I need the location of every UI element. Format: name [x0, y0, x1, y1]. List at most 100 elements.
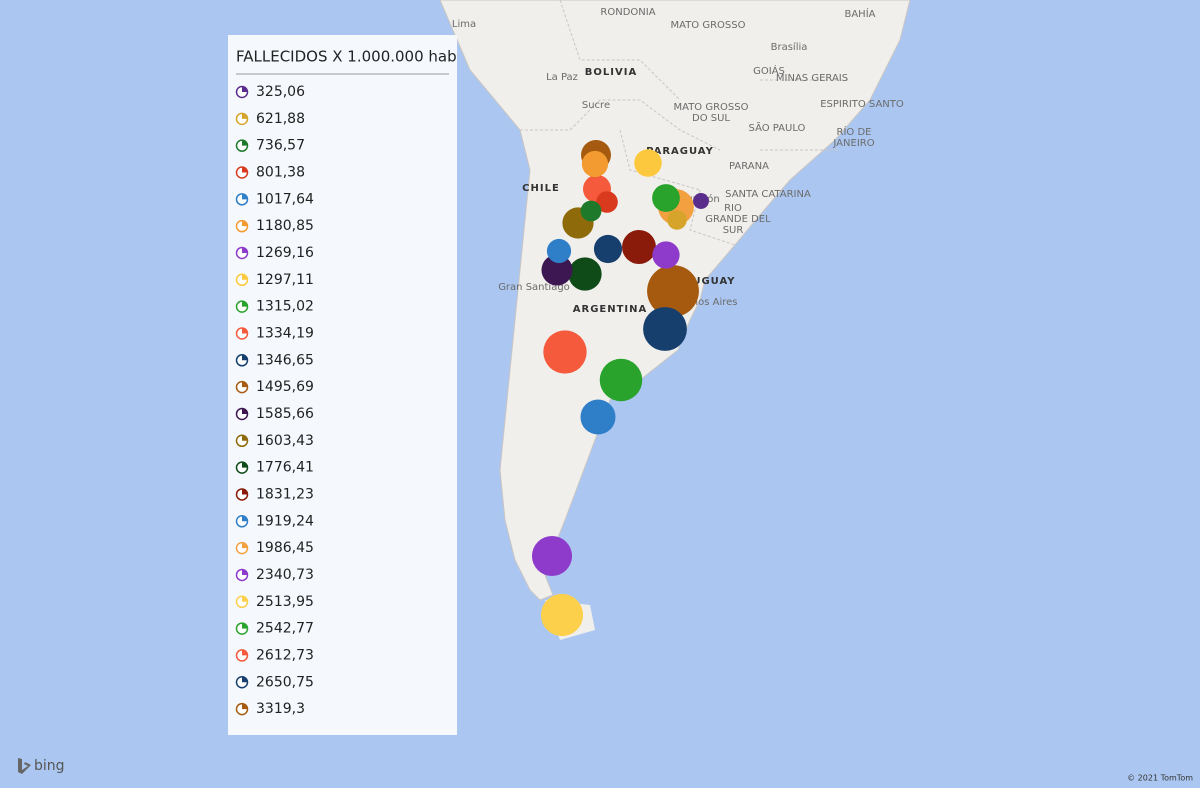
legend-icon-slice [242, 166, 248, 173]
legend-icon-slice [242, 381, 248, 388]
bubble [693, 193, 709, 209]
place-label: RONDONIA [600, 7, 655, 18]
place-label: CHILE [522, 183, 560, 194]
legend-label: 1776,41 [256, 460, 314, 476]
legend-label: 1334,19 [256, 325, 314, 341]
legend-icon-slice [242, 354, 248, 361]
legend-icon-slice [242, 247, 248, 253]
legend-panel [228, 35, 457, 735]
legend-label: 1180,85 [256, 218, 314, 234]
place-label: Sucre [582, 100, 610, 111]
place-label: ESPIRITO SANTO [820, 99, 904, 110]
bubble [568, 257, 602, 291]
bubble [593, 234, 623, 264]
legend-label: 1297,11 [256, 272, 314, 288]
legend-icon-slice [242, 220, 248, 227]
copyright: © 2021 TomTom [1127, 774, 1193, 783]
bubble [599, 358, 643, 402]
place-label: SÃO PAULO [749, 121, 806, 134]
place-label: Gran Santiago [498, 282, 570, 293]
place-label: PARAGUAY [646, 146, 714, 157]
bubble [581, 150, 609, 178]
bubble [652, 184, 680, 212]
legend-label: 1831,23 [256, 486, 314, 502]
place-label: DO SUL [692, 113, 730, 124]
place-label: La Paz [546, 72, 578, 83]
bubble [531, 535, 573, 577]
place-label: BAHÍA [844, 7, 875, 20]
bubble [580, 200, 602, 222]
legend-icon-slice [242, 569, 248, 575]
legend-label: 1919,24 [256, 513, 314, 529]
bubble [634, 149, 662, 177]
place-label: MATO GROSSO [674, 102, 749, 113]
legend-label: 2513,95 [256, 594, 314, 610]
legend-label: 325,06 [256, 84, 305, 100]
place-label: JANEIRO [832, 138, 874, 149]
legend-icon-slice [242, 676, 248, 683]
bubble [541, 254, 573, 286]
legend-icon-slice [242, 86, 248, 92]
borders [520, 0, 850, 246]
bubble [543, 330, 587, 374]
place-label: Brasília [771, 41, 808, 53]
legend-label: 1017,64 [256, 191, 314, 207]
place-label: SUR [723, 225, 744, 236]
place-label: Buenos Aires [672, 297, 737, 308]
place-label: MATO GROSSO [671, 20, 746, 31]
legend-label: 801,38 [256, 164, 305, 180]
place-label: RIO [724, 203, 742, 214]
legend-label: 1986,45 [256, 540, 314, 556]
legend-label: 1603,43 [256, 433, 314, 449]
place-label: PARANA [729, 161, 769, 172]
legend-label: 2612,73 [256, 647, 314, 663]
bubble [546, 238, 572, 264]
legend-title: FALLECIDOS X 1.000.000 hab [236, 48, 457, 66]
legend-icon-slice [242, 649, 248, 656]
place-label: MINAS GERAIS [776, 73, 848, 84]
legend-icon-slice [242, 488, 248, 495]
legend-label: 1346,65 [256, 352, 314, 368]
legend-icon-slice [242, 274, 248, 280]
legend-icon-slice [242, 596, 248, 602]
legend-icon-slice [242, 435, 248, 441]
legend-label: 1269,16 [256, 245, 314, 261]
place-label: Lima [452, 19, 476, 30]
bubble [580, 399, 616, 435]
bing-icon [18, 758, 31, 774]
legend-label: 1585,66 [256, 406, 314, 422]
legend-label: 2340,73 [256, 567, 314, 583]
place-label: URUGUAY [675, 276, 736, 287]
legend-icon-slice [242, 327, 248, 334]
legend-icon-slice [242, 462, 248, 468]
bubble [596, 191, 618, 213]
legend-icon-slice [242, 515, 248, 522]
place-label: SANTA CATARINA [725, 189, 811, 200]
legend-label: 2650,75 [256, 674, 314, 690]
bubble [652, 241, 680, 269]
legend-icon-slice [242, 542, 248, 549]
legend-label: 736,57 [256, 138, 305, 154]
bubble [667, 210, 687, 230]
bubble [647, 265, 699, 317]
bubble [643, 307, 687, 351]
place-label: GOIÁS [753, 64, 785, 77]
place-label: ARGENTINA [573, 304, 648, 315]
place-label: RÍO DE [837, 125, 872, 138]
legend-label: 621,88 [256, 111, 305, 127]
legend-icon-slice [242, 193, 248, 200]
legend-icon-slice [242, 140, 248, 146]
legend-label: 1495,69 [256, 379, 314, 395]
bing-logo: bing [34, 758, 65, 774]
legend-label: 1315,02 [256, 299, 314, 315]
legend-icon-slice [242, 301, 248, 307]
legend-label: 3319,3 [256, 701, 305, 717]
legend-icon-slice [242, 408, 248, 414]
place-label: BOLIVIA [585, 67, 637, 78]
bubble [540, 593, 584, 637]
place-label: GRANDE DEL [705, 214, 771, 225]
legend-icon-slice [242, 623, 248, 629]
legend-label: 2542,77 [256, 621, 314, 637]
legend-icon-slice [242, 113, 248, 119]
